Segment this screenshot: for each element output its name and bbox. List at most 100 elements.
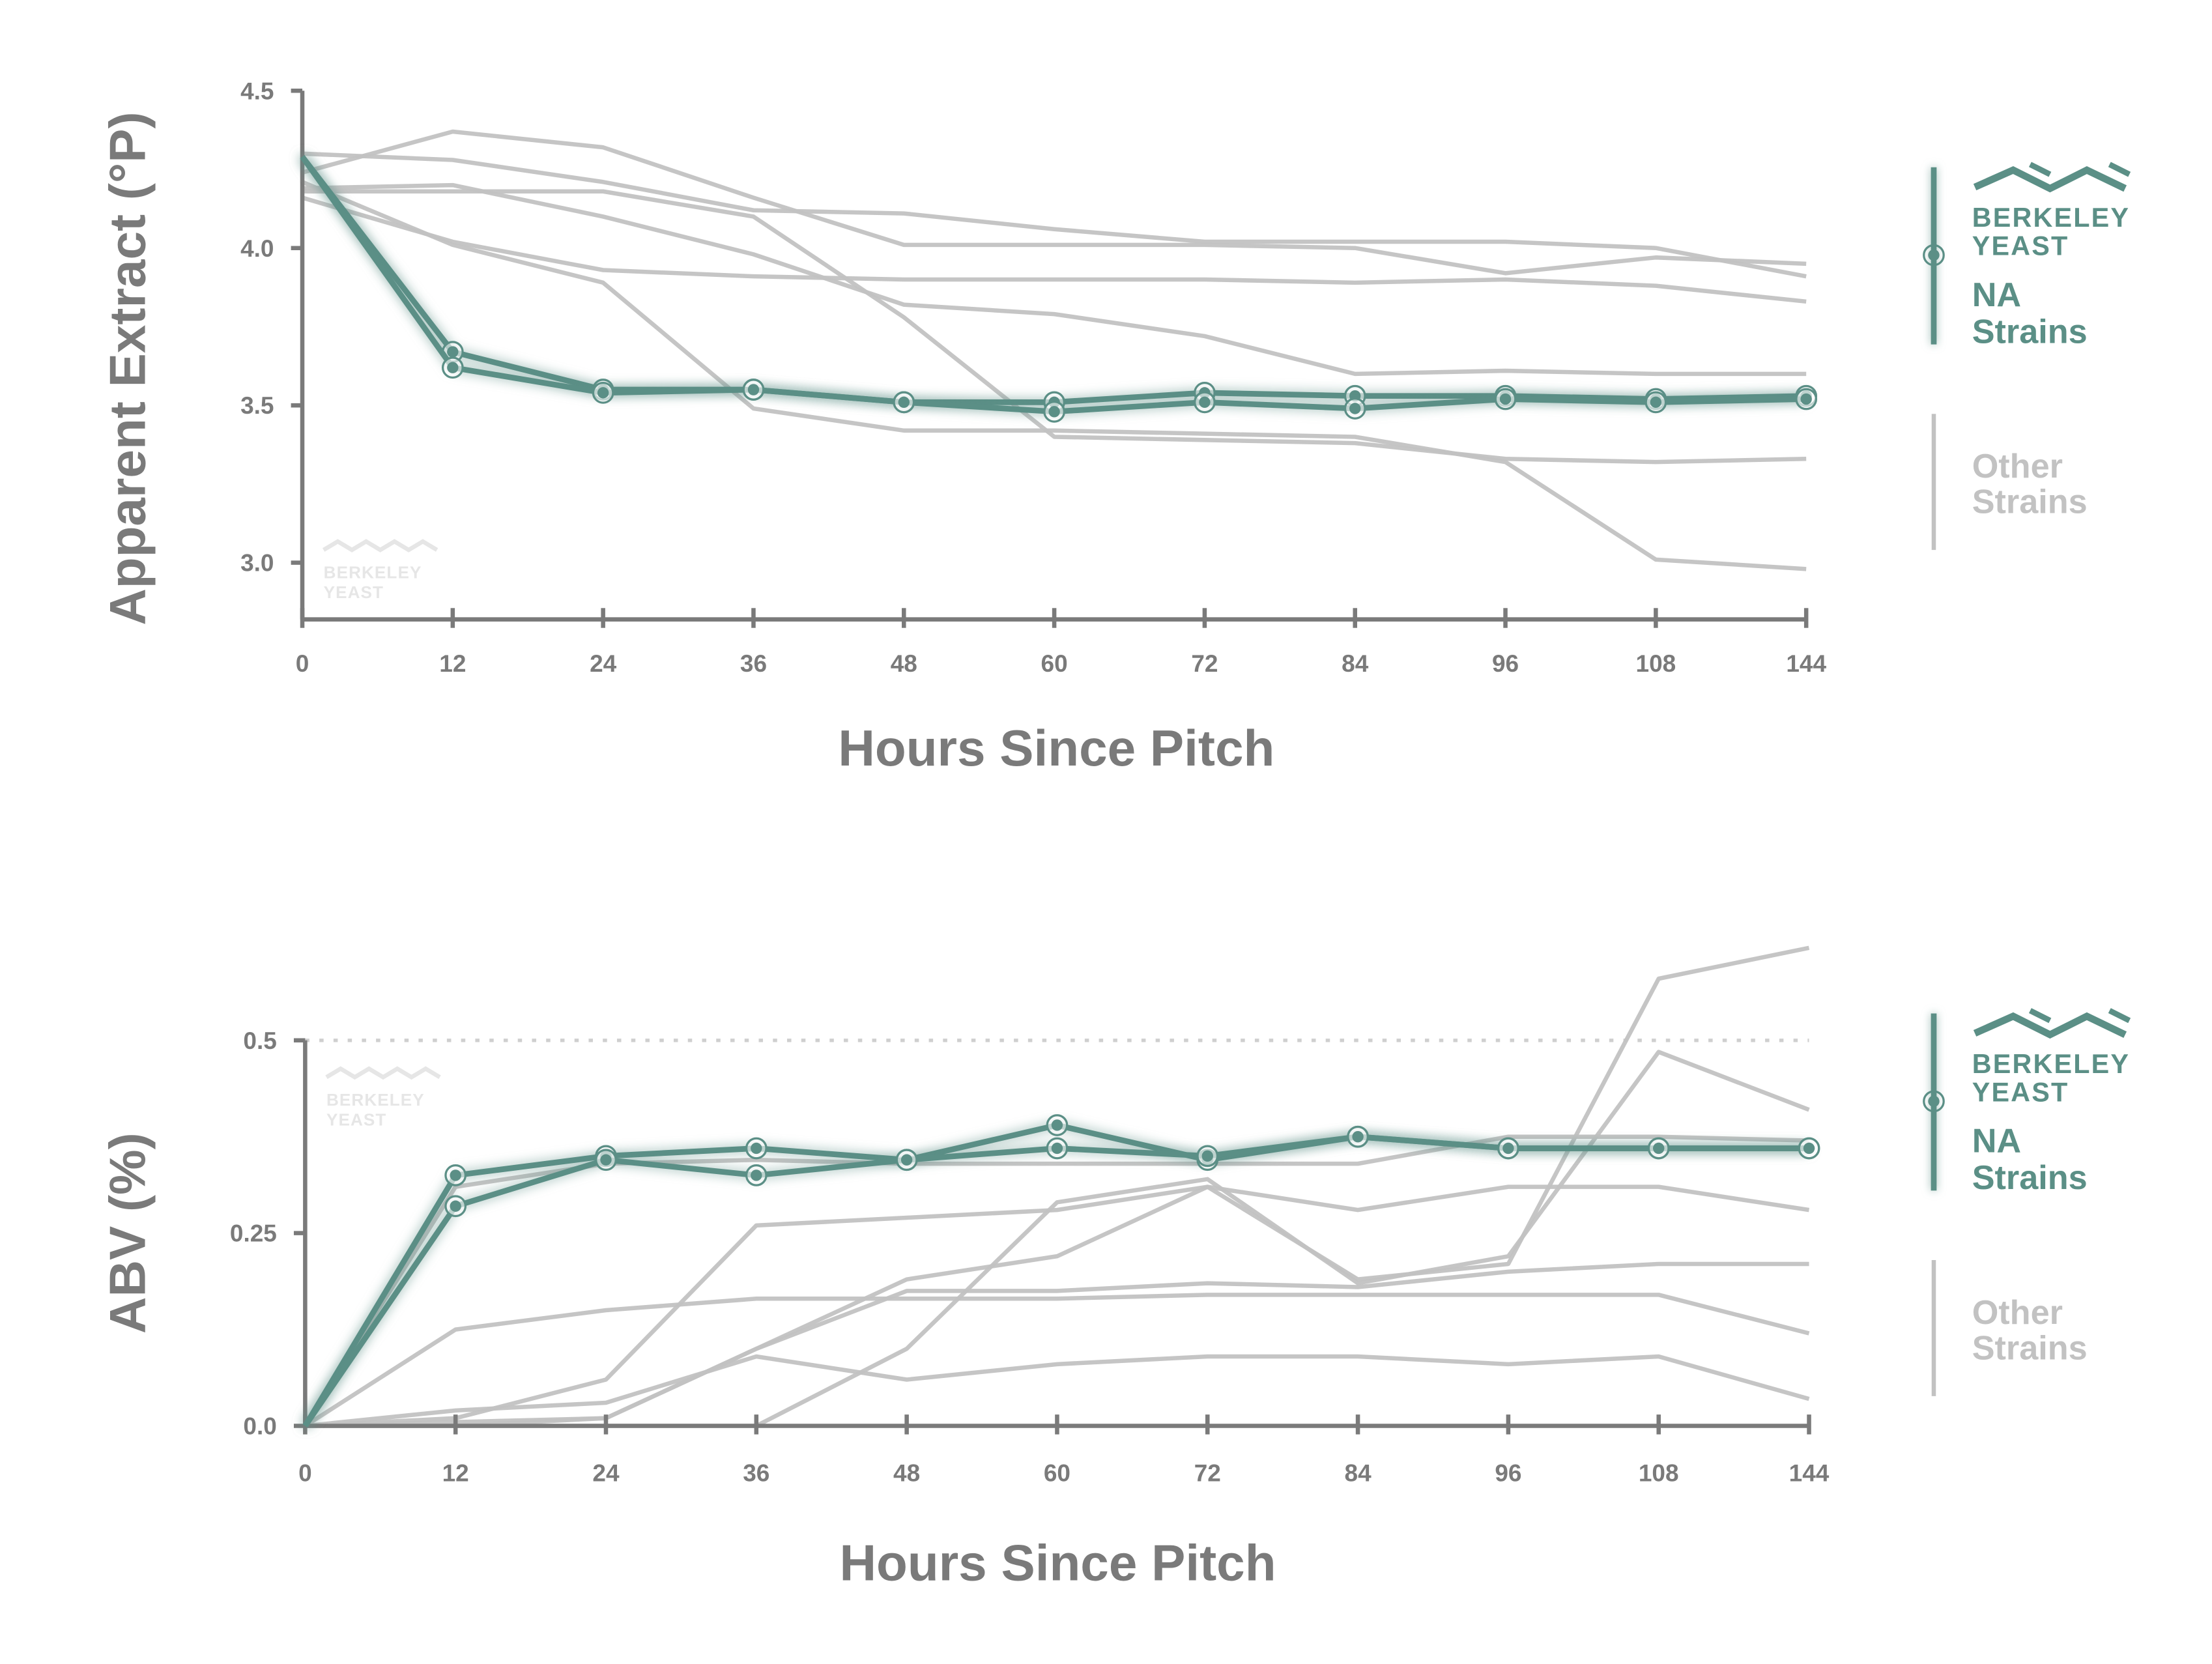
series-line-other-7	[301, 180, 1807, 571]
x-axis-label: Hours Since Pitch	[838, 719, 1274, 777]
svg-text:BERKELEY: BERKELEY	[326, 1090, 425, 1110]
y-tick-label: 0.5	[243, 1027, 276, 1054]
svg-text:YEAST: YEAST	[324, 582, 384, 602]
svg-text:BERKELEY: BERKELEY	[1972, 1049, 2130, 1079]
series-line-other-8	[305, 1261, 1809, 1428]
series-line-na-0	[302, 1122, 1809, 1427]
x-tick-label: 96	[1492, 650, 1519, 677]
x-tick-label: 12	[442, 1459, 469, 1486]
x-tick-label: 48	[893, 1459, 920, 1486]
x-tick-label: 60	[1044, 1459, 1070, 1486]
x-tick-label: 48	[891, 650, 917, 677]
svg-text:NA: NA	[1972, 276, 2021, 314]
svg-text:Strains: Strains	[1972, 1329, 2088, 1367]
data-point	[1201, 1150, 1213, 1162]
data-point	[900, 1154, 913, 1166]
data-point	[447, 362, 459, 373]
svg-text:BERKELEY: BERKELEY	[324, 563, 422, 582]
legend-other: Other Strains	[1931, 414, 2088, 551]
data-point	[1800, 393, 1812, 405]
x-tick-label: 0	[298, 1459, 312, 1486]
x-tick-label: 84	[1345, 1459, 1372, 1486]
svg-text:Strains: Strains	[1972, 313, 2088, 351]
data-point	[898, 396, 910, 409]
x-tick-label: 36	[740, 650, 767, 677]
series-line-other-2	[303, 1134, 1809, 1427]
svg-text:NA: NA	[1972, 1123, 2021, 1160]
series-line-other-5	[302, 189, 1807, 465]
x-tick-label: 72	[1191, 650, 1218, 677]
y-tick-label: 4.5	[240, 78, 274, 104]
data-point	[1199, 396, 1211, 409]
data-point	[1803, 1142, 1815, 1155]
data-point	[747, 384, 760, 395]
x-tick-label: 36	[743, 1459, 769, 1486]
series-line-other-6	[302, 195, 1807, 304]
data-point	[597, 387, 609, 399]
legend-other: Other Strains	[1931, 1259, 2088, 1396]
x-tick-label: 144	[1786, 650, 1826, 677]
x-tick-label: 12	[439, 650, 466, 677]
y-tick-label: 0.0	[243, 1413, 276, 1440]
series-line-other-3	[304, 1293, 1810, 1428]
data-point	[600, 1154, 612, 1166]
data-point	[1502, 1142, 1514, 1155]
y-tick-label: 3.5	[240, 392, 274, 419]
legend-top: BERKELEY YEAST NA Strains Other Strains	[1923, 162, 2131, 551]
series-line-other-3	[302, 151, 1807, 279]
svg-text:Other: Other	[1972, 448, 2063, 485]
svg-text:BERKELEY: BERKELEY	[1972, 203, 2130, 233]
watermark-logo: BERKELEY YEAST	[325, 1066, 441, 1129]
data-point	[751, 1142, 762, 1155]
y-tick-label: 3.0	[240, 550, 274, 577]
data-point	[1653, 1142, 1665, 1155]
y-axis-label: ABV (%)	[99, 1132, 156, 1334]
data-point	[1051, 1119, 1063, 1131]
data-point	[1499, 393, 1512, 405]
data-point	[1349, 403, 1361, 414]
data-point	[1048, 406, 1060, 418]
series-line-na-1	[302, 1134, 1809, 1427]
data-point	[1051, 1142, 1063, 1155]
x-tick-label: 144	[1789, 1459, 1830, 1486]
series-line-other-7	[305, 1050, 1810, 1428]
legend-na: BERKELEY YEAST NA Strains	[1923, 162, 2131, 351]
x-tick-label: 24	[592, 1459, 620, 1486]
x-tick-label: 108	[1636, 650, 1676, 677]
x-tick-label: 72	[1194, 1459, 1221, 1486]
legend-na: BERKELEY YEAST NA Strains	[1923, 1008, 2131, 1197]
x-tick-label: 96	[1495, 1459, 1521, 1486]
svg-text:Strains: Strains	[1972, 1159, 2088, 1197]
berkeley-yeast-logo: BERKELEY YEAST	[1972, 1008, 2131, 1107]
y-tick-label: 0.25	[230, 1220, 277, 1247]
y-axis-label: Apparent Extract (°P)	[99, 111, 156, 625]
x-tick-label: 60	[1041, 650, 1068, 677]
apparent-extract-chart: BERKELEY YEAST 0 12 24 36 48 60 72 84 96 108 144 4.…	[99, 78, 1827, 776]
series-line-other-2	[302, 129, 1807, 276]
svg-text:YEAST: YEAST	[326, 1110, 386, 1129]
svg-text:Other: Other	[1972, 1294, 2063, 1332]
x-tick-label: 108	[1639, 1459, 1679, 1486]
data-point	[1650, 396, 1662, 409]
watermark-logo: BERKELEY YEAST	[322, 539, 438, 602]
x-tick-label: 24	[590, 650, 617, 677]
svg-text:YEAST: YEAST	[1972, 1077, 2069, 1107]
x-tick-label: 84	[1342, 650, 1369, 677]
data-point	[450, 1169, 461, 1181]
data-point	[450, 1200, 461, 1212]
berkeley-yeast-logo: BERKELEY YEAST	[1972, 162, 2131, 261]
series-line-other-4	[305, 1184, 1810, 1428]
x-tick-label: 0	[296, 650, 309, 677]
data-point	[751, 1169, 762, 1181]
x-axis-label: Hours Since Pitch	[840, 1534, 1276, 1592]
data-point	[447, 346, 459, 358]
svg-text:Strains: Strains	[1972, 483, 2088, 521]
legend-bottom: BERKELEY YEAST NA Strains Other Strains	[1923, 1008, 2131, 1396]
data-point	[1352, 1131, 1364, 1143]
svg-text:YEAST: YEAST	[1972, 231, 2069, 261]
series-line-other-4	[302, 182, 1807, 377]
series-line-other-5	[305, 1354, 1810, 1428]
y-tick-label: 4.0	[240, 235, 274, 262]
abv-chart: BERKELEY YEAST 0 12 24 36 48 60 72 84 96 108 144 0.…	[99, 945, 1830, 1592]
